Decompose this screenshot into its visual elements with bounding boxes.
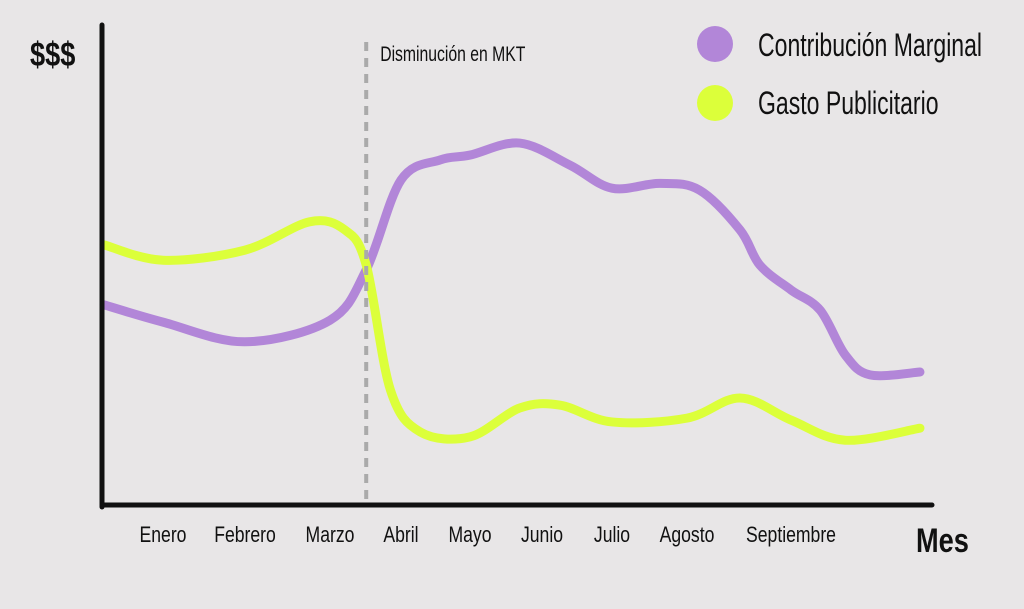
x-tick-label: Julio bbox=[594, 523, 630, 547]
x-tick-label: Abril bbox=[383, 523, 418, 547]
x-tick-label: Mayo bbox=[448, 523, 491, 547]
x-axis-label: Mes bbox=[916, 521, 969, 560]
legend-swatch-contribucion bbox=[697, 26, 733, 62]
y-axis-label: $$$ bbox=[30, 35, 75, 74]
series-line-1 bbox=[99, 216, 925, 445]
x-tick-label: Junio bbox=[521, 523, 563, 547]
series-line-0 bbox=[99, 138, 925, 381]
legend-label-contribucion: Contribución Marginal bbox=[758, 27, 982, 63]
x-tick-labels: Enero Febrero Marzo Abril Mayo Junio Julio Agos… bbox=[140, 523, 836, 547]
legend-label-gasto: Gasto Publicitario bbox=[758, 85, 939, 121]
x-tick-label: Enero bbox=[140, 523, 187, 547]
x-tick-label: Febrero bbox=[214, 523, 276, 547]
x-tick-label: Agosto bbox=[660, 523, 715, 547]
legend-swatch-gasto bbox=[697, 85, 733, 121]
x-tick-label: Marzo bbox=[306, 523, 355, 547]
legend: Contribución Marginal Gasto Publicitario bbox=[697, 26, 982, 121]
annotation-label: Disminución en MKT bbox=[380, 42, 525, 66]
series-layer bbox=[99, 138, 925, 445]
x-tick-label: Septiembre bbox=[746, 523, 836, 547]
